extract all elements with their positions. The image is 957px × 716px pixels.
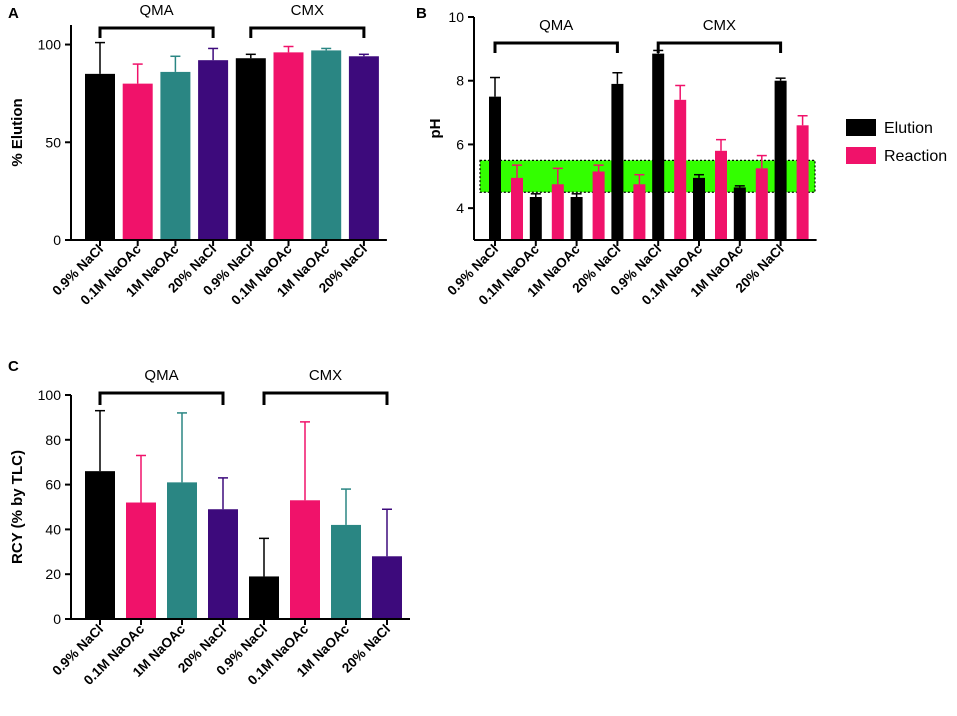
panel-letter-c: C <box>8 358 19 375</box>
group-label: QMA <box>139 2 173 19</box>
group-bracket <box>262 391 389 405</box>
y-tick-label: 20 <box>45 566 61 582</box>
bar-elution <box>652 53 665 241</box>
legend-swatch-reaction <box>846 147 876 164</box>
bar <box>198 60 229 240</box>
group-bracket <box>493 41 619 53</box>
group-label: CMX <box>309 367 342 384</box>
panel-letter-a: A <box>8 5 19 22</box>
bar <box>85 73 115 240</box>
bar-elution <box>529 196 542 240</box>
bar-reaction <box>796 125 809 240</box>
bar <box>85 471 115 619</box>
group-label: CMX <box>291 2 324 19</box>
bar-elution <box>611 83 624 241</box>
y-tick-label: 0 <box>53 232 61 248</box>
bar <box>290 500 320 619</box>
y-tick-label: 100 <box>38 387 62 403</box>
bar <box>126 502 156 619</box>
bar-elution <box>489 96 501 241</box>
bar-reaction <box>755 168 768 240</box>
y-axis-label: % Elution <box>9 98 26 166</box>
bar-elution <box>570 196 583 240</box>
group-bracket <box>98 391 225 405</box>
bar-elution <box>733 187 746 240</box>
bar <box>348 56 379 240</box>
bar <box>249 576 279 619</box>
y-tick-label: 50 <box>45 134 61 150</box>
bar-reaction <box>715 150 727 240</box>
group-bracket <box>98 26 215 38</box>
group-label: QMA <box>539 17 573 34</box>
legend-label-elution: Elution <box>884 120 933 137</box>
bar <box>167 482 197 619</box>
group-bracket <box>249 26 366 38</box>
bar <box>160 71 191 240</box>
group-label: QMA <box>144 367 178 384</box>
y-tick-label: 0 <box>53 611 61 627</box>
y-axis-label: RCY (% by TLC) <box>9 450 26 564</box>
bar <box>331 524 361 619</box>
y-tick-label: 4 <box>456 200 464 216</box>
y-tick-label: 100 <box>38 37 62 53</box>
bar-reaction <box>592 171 605 240</box>
bar-reaction <box>674 99 687 240</box>
group-bracket <box>656 41 783 53</box>
bar-reaction <box>633 184 646 240</box>
y-tick-label: 60 <box>45 477 61 493</box>
bar <box>372 556 402 619</box>
bar-reaction <box>551 184 564 240</box>
y-tick-label: 80 <box>45 432 61 448</box>
panel-letter-b: B <box>416 5 427 22</box>
y-tick-label: 10 <box>448 9 464 25</box>
bar <box>311 50 342 241</box>
y-tick-label: 6 <box>456 136 464 152</box>
bar-elution <box>774 80 787 240</box>
legend: Elution Reaction <box>846 119 947 165</box>
y-tick-label: 40 <box>45 521 61 537</box>
bar-elution <box>693 177 705 240</box>
bar-reaction <box>511 177 523 240</box>
group-label: CMX <box>703 17 736 34</box>
legend-label-reaction: Reaction <box>884 148 947 165</box>
bar <box>208 509 238 619</box>
bar <box>235 58 266 241</box>
bar <box>122 83 153 241</box>
bar <box>273 52 304 241</box>
legend-swatch-elution <box>846 119 876 136</box>
y-axis-label: pH <box>427 119 444 139</box>
y-tick-label: 8 <box>456 73 464 89</box>
